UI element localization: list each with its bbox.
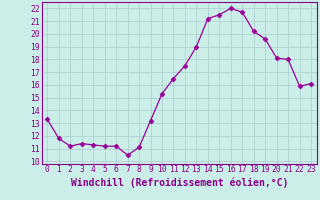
X-axis label: Windchill (Refroidissement éolien,°C): Windchill (Refroidissement éolien,°C) — [70, 177, 288, 188]
